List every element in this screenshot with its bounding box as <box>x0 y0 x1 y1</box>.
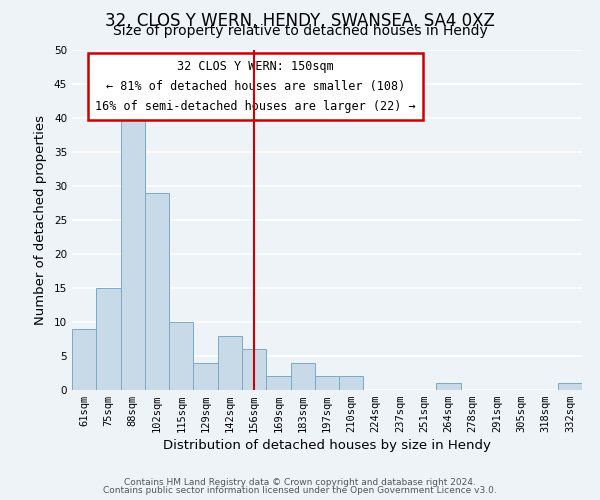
Bar <box>169 322 193 390</box>
Bar <box>315 376 339 390</box>
Text: Size of property relative to detached houses in Hendy: Size of property relative to detached ho… <box>113 24 487 38</box>
Text: Contains public sector information licensed under the Open Government Licence v3: Contains public sector information licen… <box>103 486 497 495</box>
Bar <box>339 376 364 390</box>
Bar <box>72 329 96 390</box>
Bar <box>242 349 266 390</box>
Bar <box>218 336 242 390</box>
Bar <box>436 383 461 390</box>
Bar <box>145 193 169 390</box>
Bar <box>193 363 218 390</box>
Bar <box>558 383 582 390</box>
Bar <box>266 376 290 390</box>
Bar <box>96 288 121 390</box>
Text: 32 CLOS Y WERN: 150sqm
← 81% of detached houses are smaller (108)
16% of semi-de: 32 CLOS Y WERN: 150sqm ← 81% of detached… <box>95 60 416 113</box>
Y-axis label: Number of detached properties: Number of detached properties <box>34 115 47 325</box>
Text: 32, CLOS Y WERN, HENDY, SWANSEA, SA4 0XZ: 32, CLOS Y WERN, HENDY, SWANSEA, SA4 0XZ <box>105 12 495 30</box>
Bar <box>290 363 315 390</box>
Text: Contains HM Land Registry data © Crown copyright and database right 2024.: Contains HM Land Registry data © Crown c… <box>124 478 476 487</box>
Bar <box>121 118 145 390</box>
X-axis label: Distribution of detached houses by size in Hendy: Distribution of detached houses by size … <box>163 440 491 452</box>
